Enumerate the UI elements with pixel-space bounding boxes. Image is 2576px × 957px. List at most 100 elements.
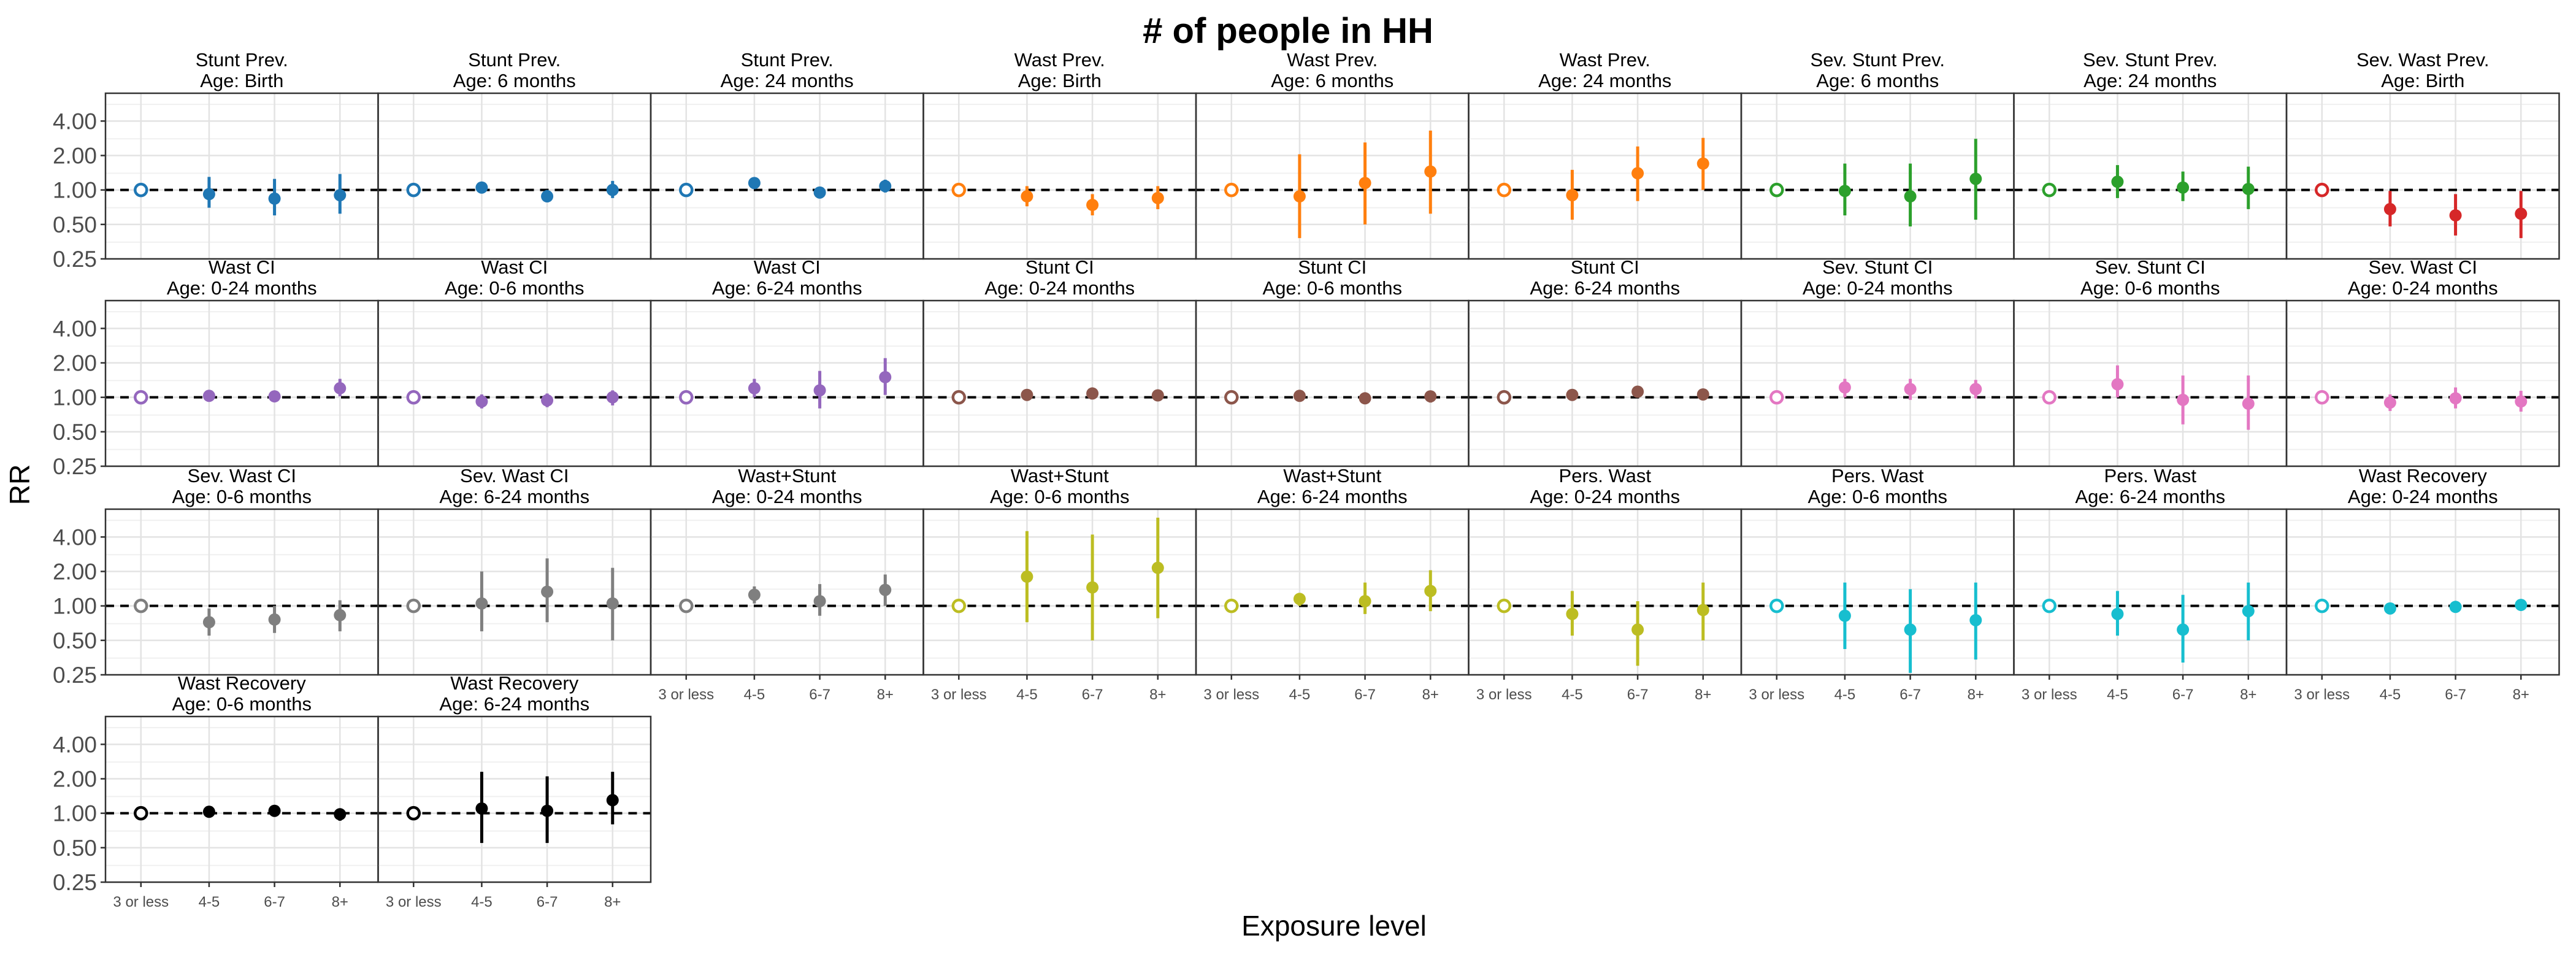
x-tick-label: 4-5 [2380, 686, 2401, 703]
estimate-point [1696, 604, 1709, 617]
estimate-point [879, 371, 892, 383]
estimate-point [2383, 202, 2396, 215]
y-tick-label: 1.00 [53, 594, 97, 619]
x-tick-label: 6-7 [2172, 686, 2194, 703]
estimate-point [813, 384, 826, 397]
x-tick-label: 3 or less [113, 894, 169, 910]
panel-subtitle: Age: 0-24 months [2348, 277, 2498, 299]
x-tick-label: 8+ [604, 894, 621, 910]
panel-title: Wast CI [209, 256, 275, 278]
x-tick-label: 8+ [1695, 686, 1711, 703]
estimate-point [2449, 209, 2462, 222]
estimate-point [1696, 157, 1709, 170]
estimate-point [1566, 388, 1579, 401]
estimate-point [879, 583, 892, 596]
estimate-point [1424, 165, 1437, 178]
reference-point [2315, 598, 2329, 613]
facet-panel: Wast Prev.Age: 24 months [1468, 49, 1742, 260]
panel-title: Wast+Stunt [1283, 465, 1381, 486]
estimate-point [2383, 602, 2396, 615]
x-tick-label: 8+ [1149, 686, 1166, 703]
facet-panel: Sev. Wast Prev.Age: Birth [2285, 49, 2560, 260]
facet-panel: Stunt Prev.Age: 24 months [650, 49, 924, 260]
panel-title: Sev. Wast CI [2369, 256, 2477, 278]
estimate-point [1838, 185, 1851, 198]
estimate-point [1293, 593, 1306, 605]
panel-title: Wast Prev. [1560, 49, 1650, 71]
facet-panel: Wast Prev.Age: Birth [922, 49, 1197, 260]
x-tick-label: 6-7 [2445, 686, 2466, 703]
estimate-point [813, 594, 826, 607]
reference-point [951, 598, 967, 613]
reference-point [1769, 390, 1784, 405]
estimate-point [1424, 390, 1437, 403]
reference-point [1769, 598, 1784, 613]
estimate-point [1838, 609, 1851, 622]
estimate-point [1086, 387, 1099, 400]
panel-subtitle: Age: 6-24 months [712, 277, 862, 299]
reference-point [406, 805, 421, 821]
reference-point [2042, 182, 2057, 198]
estimate-point [2177, 393, 2190, 406]
estimate-point [1838, 381, 1851, 394]
x-tick-label: 8+ [2513, 686, 2529, 703]
panel-subtitle: Age: 0-24 months [167, 277, 317, 299]
panel-subtitle: Age: 0-24 months [1530, 486, 1680, 507]
x-tick-label: 6-7 [1899, 686, 1921, 703]
y-tick-label: 0.25 [53, 247, 97, 272]
y-tick-label: 2.00 [53, 144, 97, 169]
estimate-point [2449, 392, 2462, 405]
panel-title: Sev. Stunt Prev. [2083, 49, 2217, 71]
estimate-point [1696, 388, 1709, 401]
reference-point [134, 598, 148, 613]
x-tick-label: 4-5 [199, 894, 220, 910]
panel-title: Wast Recovery [2359, 465, 2488, 486]
estimate-point [268, 804, 281, 817]
estimate-point [1151, 389, 1164, 402]
panel-title: Sev. Wast Prev. [2356, 49, 2489, 71]
x-tick-label: 6-7 [1354, 686, 1376, 703]
panel-subtitle: Age: 24 months [2083, 70, 2217, 91]
y-tick-label: 1.00 [53, 178, 97, 203]
reference-point [1224, 390, 1239, 405]
estimate-point [1021, 571, 1033, 583]
x-tick-label: 6-7 [264, 894, 285, 910]
x-tick-label: 6-7 [809, 686, 830, 703]
panel-title: Sev. Stunt CI [1822, 256, 1933, 278]
estimate-point [1359, 177, 1371, 190]
panel-subtitle: Age: Birth [200, 70, 283, 91]
facet-panel: Sev. Stunt Prev.Age: 6 months [1740, 49, 2015, 260]
reference-point [1497, 598, 1512, 613]
panel-border [2285, 299, 2560, 467]
panel-title: Wast+Stunt [738, 465, 836, 486]
estimate-point [202, 390, 215, 402]
panel-title: Sev. Stunt Prev. [1811, 49, 1945, 71]
reference-point [2042, 390, 2057, 405]
panel-subtitle: Age: Birth [2381, 70, 2464, 91]
x-tick-label: 4-5 [2107, 686, 2128, 703]
panel-title: Wast CI [754, 256, 821, 278]
estimate-point [1021, 190, 1033, 203]
x-tick-label: 3 or less [1749, 686, 1804, 703]
estimate-point [606, 183, 619, 196]
panel-subtitle: Age: 0-6 months [172, 486, 312, 507]
y-tick-label: 4.00 [53, 525, 97, 550]
estimate-point [1359, 392, 1371, 405]
x-tick-label: 8+ [1968, 686, 1984, 703]
reference-point [1224, 598, 1239, 613]
panel-title: Stunt CI [1025, 256, 1094, 278]
panel-subtitle: Age: 0-24 months [712, 486, 862, 507]
panel-border [2285, 92, 2560, 260]
reference-point [951, 390, 967, 405]
estimate-point [606, 794, 619, 807]
